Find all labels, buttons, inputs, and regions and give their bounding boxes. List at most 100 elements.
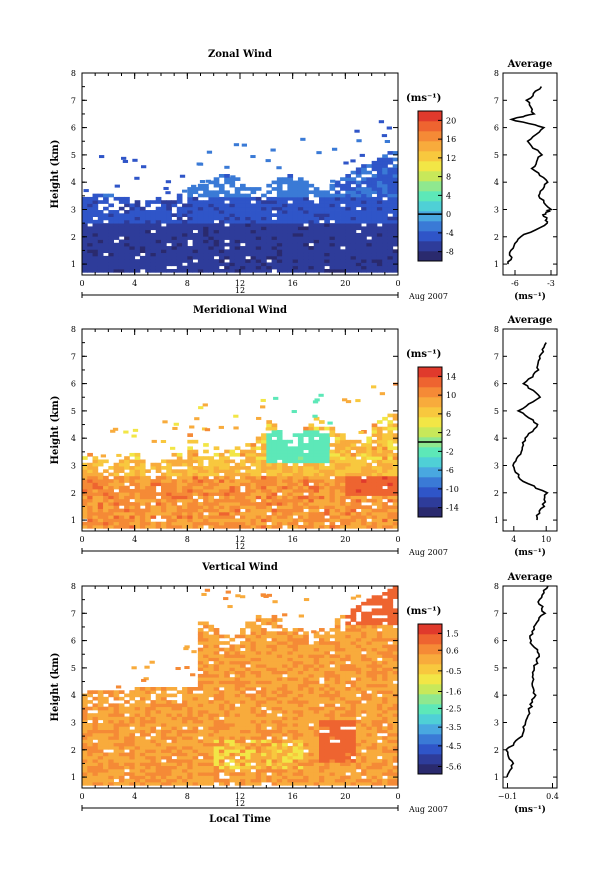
heatmap-cell xyxy=(303,446,309,451)
heatmap-cell xyxy=(292,755,299,760)
heatmap-cell xyxy=(97,729,104,734)
heatmap-cell xyxy=(340,242,346,247)
heatmap-cell xyxy=(118,239,125,244)
heatmap-cell xyxy=(308,472,315,477)
heatmap-cell xyxy=(350,479,357,483)
heatmap-cell xyxy=(329,246,336,250)
heatmap-cell xyxy=(197,778,204,783)
heatmap-cell xyxy=(255,683,262,688)
heatmap-cell xyxy=(229,475,236,480)
heatmap-cell xyxy=(161,249,167,254)
heatmap-cell xyxy=(382,524,388,529)
heatmap-cell xyxy=(392,255,399,260)
heatmap-cell xyxy=(171,762,178,767)
heatmap-cell xyxy=(334,246,341,250)
heatmap-cell xyxy=(250,229,257,234)
heatmap-cell xyxy=(392,505,399,510)
heatmap-cell xyxy=(282,446,288,451)
heatmap-cell xyxy=(376,518,383,523)
average-y-tick-label: 5 xyxy=(494,407,499,416)
heatmap-cell xyxy=(276,485,283,490)
heatmap-cell xyxy=(124,268,130,273)
heatmap-cell xyxy=(87,203,93,208)
heatmap-cell xyxy=(234,657,241,662)
heatmap-cell xyxy=(287,511,294,516)
heatmap-cell xyxy=(313,762,320,767)
heatmap-cell xyxy=(271,719,278,724)
heatmap-cell xyxy=(229,696,236,701)
heatmap-cell xyxy=(203,239,209,244)
heatmap-cell xyxy=(392,524,399,529)
heatmap-cell xyxy=(118,495,125,500)
heatmap-cell xyxy=(87,452,93,457)
heatmap-cell xyxy=(182,255,188,260)
heatmap-cell xyxy=(250,657,257,662)
heatmap-cell xyxy=(103,492,109,496)
heatmap-cell xyxy=(319,236,325,240)
heatmap-cell xyxy=(250,216,257,221)
heatmap-cell xyxy=(161,693,167,698)
heatmap-cell xyxy=(266,216,272,221)
heatmap-cell xyxy=(187,475,193,480)
heatmap-cell xyxy=(171,236,178,240)
heatmap-cell xyxy=(261,732,267,737)
heatmap-cell xyxy=(145,709,151,714)
heatmap-cell xyxy=(113,210,120,214)
heatmap-cell xyxy=(166,511,172,516)
heatmap-cell xyxy=(292,449,299,454)
heatmap-cell xyxy=(292,700,299,704)
heatmap-cell xyxy=(297,479,304,483)
heatmap-cell xyxy=(292,768,299,773)
heatmap-cell xyxy=(224,469,230,473)
heatmap-cell xyxy=(234,488,241,493)
heatmap-cell xyxy=(224,226,230,231)
heatmap-cell xyxy=(345,488,351,493)
y-tick-label: 5 xyxy=(71,407,76,416)
heatmap-cell xyxy=(187,524,193,529)
heatmap-cell xyxy=(245,259,251,263)
heatmap-cell xyxy=(82,511,88,516)
heatmap-cell xyxy=(382,223,388,227)
heatmap-cell xyxy=(108,745,114,750)
heatmap-cell xyxy=(292,180,299,185)
heatmap-cell xyxy=(187,759,193,763)
heatmap-cell xyxy=(155,768,162,773)
heatmap-cell xyxy=(366,203,373,208)
heatmap-cell xyxy=(282,521,288,526)
heatmap-cell xyxy=(108,472,114,477)
heatmap-cell xyxy=(324,469,330,473)
heatmap-cell xyxy=(319,462,325,467)
heatmap-cell xyxy=(166,203,172,208)
heatmap-cell xyxy=(392,236,399,240)
heatmap-cell xyxy=(87,772,93,776)
heatmap-cell xyxy=(387,216,394,221)
heatmap-cell xyxy=(266,223,272,227)
heatmap-cell xyxy=(218,709,225,714)
heatmap-cell xyxy=(103,752,109,757)
heatmap-cell xyxy=(324,443,330,447)
heatmap-cell xyxy=(382,259,388,263)
heatmap-cell xyxy=(108,193,114,198)
heatmap-cell xyxy=(218,739,225,744)
heatmap-cell xyxy=(197,249,204,254)
heatmap-cell xyxy=(266,505,272,510)
heatmap-cell xyxy=(97,775,104,780)
heatmap-cell xyxy=(382,426,388,431)
heatmap-cell xyxy=(355,187,362,191)
heatmap-cell xyxy=(124,223,130,227)
heatmap-cell xyxy=(150,259,157,263)
heatmap-cell xyxy=(266,236,272,240)
heatmap-cell xyxy=(250,223,257,227)
heatmap-cell xyxy=(329,268,336,273)
heatmap-cell xyxy=(240,187,246,191)
heatmap-cell xyxy=(271,524,278,529)
heatmap-cell xyxy=(329,495,336,500)
heatmap-cell xyxy=(113,709,120,714)
heatmap-cell xyxy=(313,446,320,451)
heatmap-cell xyxy=(171,723,178,727)
heatmap-cell xyxy=(266,265,272,270)
heatmap-cell xyxy=(297,719,304,724)
heatmap-cell xyxy=(282,693,288,698)
heatmap-cell xyxy=(287,187,294,191)
heatmap-cell xyxy=(124,479,130,483)
